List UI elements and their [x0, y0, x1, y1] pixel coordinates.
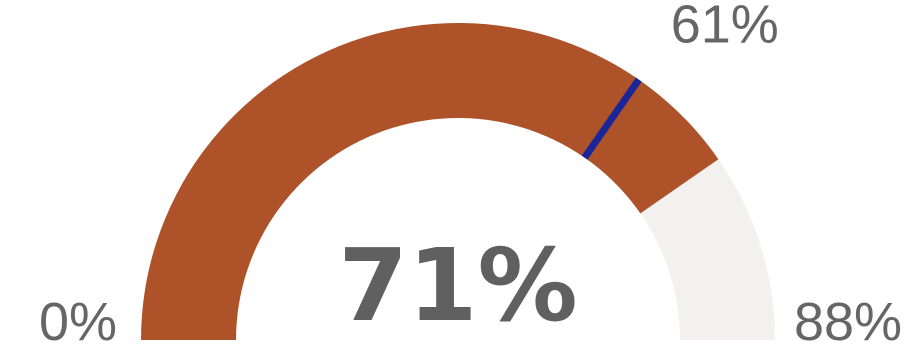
gauge-target-marker: [581, 77, 642, 160]
gauge-value-arc: [141, 22, 719, 340]
gauge-value-label: 71%: [338, 227, 577, 344]
gauge-max-label: 88%: [794, 292, 902, 352]
gauge-target-label: 61%: [671, 0, 779, 55]
gauge-min-label: 0%: [39, 292, 117, 352]
